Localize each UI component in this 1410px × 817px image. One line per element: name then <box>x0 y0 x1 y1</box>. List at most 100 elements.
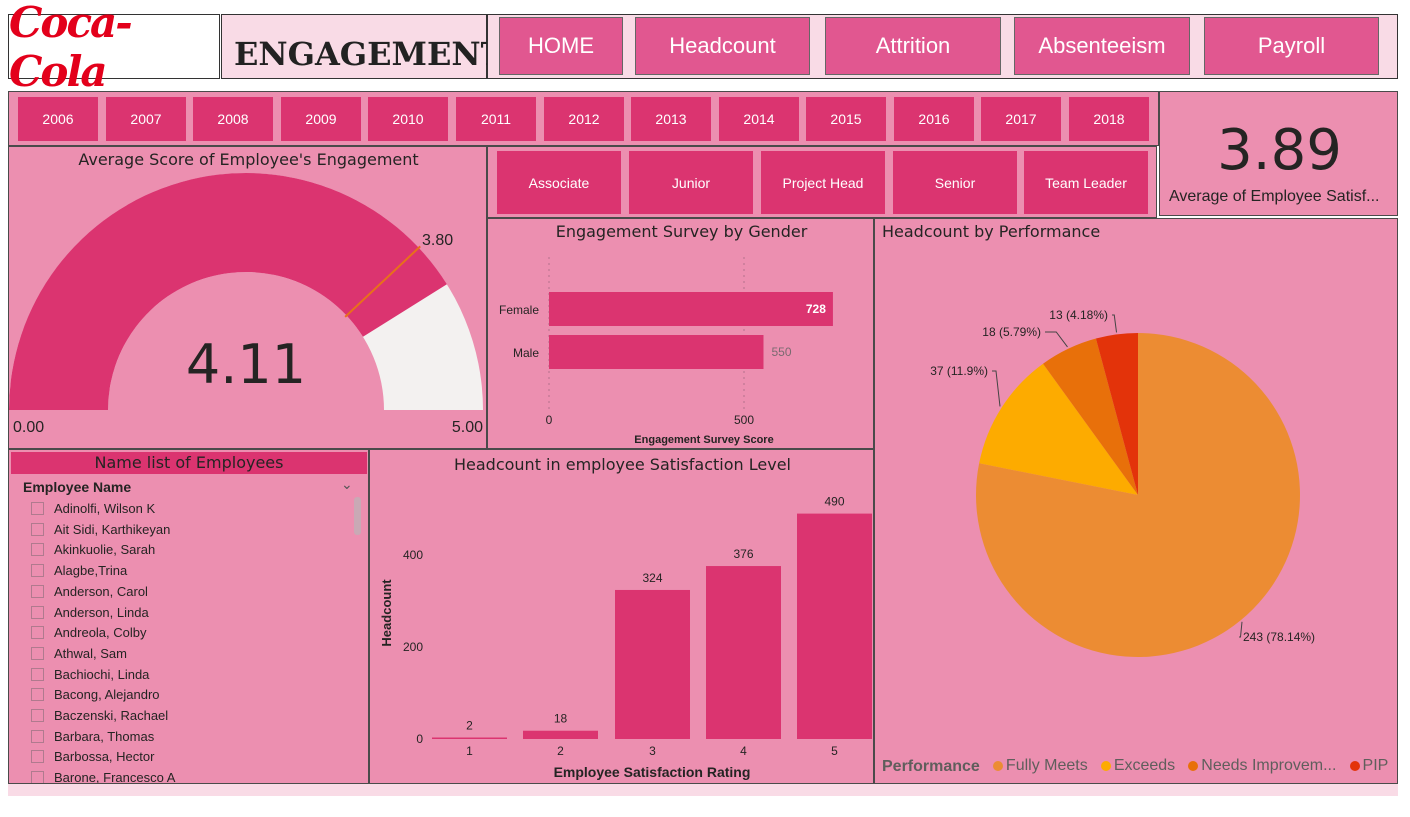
satisfaction-bar[interactable] <box>523 730 598 739</box>
checkbox-icon[interactable] <box>31 750 44 764</box>
satisfaction-bar-value-label: 376 <box>733 547 753 561</box>
role-button-project-head[interactable]: Project Head <box>761 151 885 214</box>
checkbox-icon[interactable] <box>31 522 44 536</box>
checkbox-icon[interactable] <box>31 771 44 783</box>
pie-legend: Performance Fully Meets Exceeds Needs Im… <box>882 756 1388 776</box>
gauge-max-label: 5.00 <box>452 419 483 436</box>
employee-list-item[interactable]: Bachiochi, Linda <box>31 667 149 682</box>
gender-chart-title: Engagement Survey by Gender <box>555 222 808 241</box>
checkbox-icon[interactable] <box>31 646 44 660</box>
checkbox-icon[interactable] <box>31 709 44 722</box>
nav-home-button[interactable]: HOME <box>499 17 623 75</box>
year-button-2017[interactable]: 2017 <box>981 97 1061 141</box>
pie-leader-line <box>992 370 1001 407</box>
page-title-box: ENGAGEMENT <box>221 14 504 79</box>
satisfaction-category-label: 2 <box>557 744 564 758</box>
gender-chart-panel: Engagement Survey by Gender Female Male … <box>487 218 874 449</box>
satisfaction-category-label: 5 <box>831 744 838 758</box>
year-button-2010[interactable]: 2010 <box>368 97 448 141</box>
pie-slice[interactable] <box>1095 333 1138 495</box>
role-button-team-leader[interactable]: Team Leader <box>1024 151 1148 214</box>
nav-headcount-button[interactable]: Headcount <box>635 17 810 75</box>
gender-bar[interactable] <box>549 292 833 326</box>
year-button-2009[interactable]: 2009 <box>281 97 361 141</box>
employee-list-item[interactable]: Baczenski, Rachael <box>31 708 168 723</box>
satisfaction-chart-title: Headcount in employee Satisfaction Level <box>453 455 791 474</box>
checkbox-icon[interactable] <box>31 667 44 681</box>
sat-x-axis-title: Employee Satisfaction Rating <box>554 764 751 780</box>
checkbox-icon[interactable] <box>31 584 44 598</box>
employee-list-item[interactable]: Andreola, Colby <box>31 625 147 640</box>
pie-slice[interactable] <box>979 363 1138 495</box>
year-button-2015[interactable]: 2015 <box>806 97 886 141</box>
legend-dot-icon <box>1349 761 1360 771</box>
role-button-junior[interactable]: Junior <box>629 151 753 214</box>
checkbox-icon[interactable] <box>31 688 44 702</box>
employee-list-item[interactable]: Anderson, Linda <box>31 605 149 620</box>
employee-name-label: Alagbe,Trina <box>54 563 128 579</box>
employee-list-item[interactable]: Ait Sidi, Karthikeyan <box>31 522 170 537</box>
gender-x-axis-title: Engagement Survey Score <box>634 434 773 446</box>
legend-item-fully-meets[interactable]: Fully Meets <box>992 757 1088 775</box>
sat-ytick-label: 400 <box>403 548 423 562</box>
checkbox-icon[interactable] <box>31 605 44 619</box>
role-button-senior[interactable]: Senior <box>893 151 1017 214</box>
nav-attrition-button[interactable]: Attrition <box>825 17 1001 75</box>
gender-bar-chart: Female Male 0 500 Engagement Survey Scor… <box>499 257 833 446</box>
employee-list-item[interactable]: Barbossa, Hector <box>31 749 154 764</box>
legend-item-needs-improvement[interactable]: Needs Improvem... <box>1188 757 1336 775</box>
year-button-2013[interactable]: 2013 <box>631 97 711 141</box>
satisfaction-category-label: 3 <box>649 744 656 758</box>
checkbox-icon[interactable] <box>31 564 44 578</box>
legend-item-pip[interactable]: PIP <box>1349 757 1389 775</box>
employee-list-item[interactable]: Adinolfi, Wilson K <box>31 501 155 516</box>
nav-absenteeism-button[interactable]: Absenteeism <box>1014 17 1190 75</box>
employee-list-item[interactable]: Bacong, Alejandro <box>31 687 160 702</box>
year-button-2012[interactable]: 2012 <box>544 97 624 141</box>
legend-item-exceeds[interactable]: Exceeds <box>1100 757 1175 775</box>
gauge-target-line <box>344 245 421 318</box>
satisfaction-bar[interactable] <box>797 513 872 739</box>
year-button-2006[interactable]: 2006 <box>18 97 98 141</box>
employee-list-item[interactable]: Barbara, Thomas <box>31 729 154 744</box>
sat-y-axis-title: Headcount <box>379 579 394 647</box>
satisfaction-bar[interactable] <box>615 589 690 739</box>
legend-label: Fully Meets <box>1005 757 1088 774</box>
checkbox-icon[interactable] <box>31 543 44 557</box>
satisfaction-bar[interactable] <box>432 737 507 740</box>
employee-list-item[interactable]: Athwal, Sam <box>31 646 127 661</box>
year-button-2014[interactable]: 2014 <box>719 97 799 141</box>
employee-list-title: Name list of Employees <box>11 452 367 474</box>
employee-list-header: Employee Name <box>23 479 132 495</box>
pie-leader-line <box>1239 621 1243 638</box>
gender-bar[interactable] <box>549 335 764 369</box>
checkbox-icon[interactable] <box>31 626 44 640</box>
employee-name-label: Andreola, Colby <box>54 625 147 641</box>
legend-label: PIP <box>1362 757 1389 774</box>
year-button-2007[interactable]: 2007 <box>106 97 186 141</box>
year-button-2016[interactable]: 2016 <box>894 97 974 141</box>
legend-label: Needs Improvem... <box>1201 757 1337 774</box>
employee-list-item[interactable]: Anderson, Carol <box>31 584 148 599</box>
chevron-down-icon[interactable]: ⌄ <box>341 477 353 493</box>
employee-list-item[interactable]: Alagbe,Trina <box>31 563 127 578</box>
employee-list-item[interactable]: Barone, Francesco A <box>31 770 175 783</box>
engagement-gauge-panel: Average Score of Employee's Engagement 4… <box>8 146 487 449</box>
employee-name-label: Akinkuolie, Sarah <box>54 542 156 558</box>
year-button-2008[interactable]: 2008 <box>193 97 273 141</box>
pie-data-label: 243 (78.14%) <box>1243 630 1315 644</box>
employee-name-label: Athwal, Sam <box>54 645 127 661</box>
role-button-associate[interactable]: Associate <box>497 151 621 214</box>
year-button-2018[interactable]: 2018 <box>1069 97 1149 141</box>
pie-leader-line <box>1045 331 1068 348</box>
pie-slice[interactable] <box>1043 338 1138 495</box>
checkbox-icon[interactable] <box>31 729 44 743</box>
year-button-2011[interactable]: 2011 <box>456 97 536 141</box>
satisfaction-bar[interactable] <box>706 566 781 739</box>
nav-payroll-button[interactable]: Payroll <box>1204 17 1379 75</box>
checkbox-icon[interactable] <box>31 502 44 515</box>
employee-name-label: Bachiochi, Linda <box>54 666 150 682</box>
employee-list-item[interactable]: Akinkuolie, Sarah <box>31 542 155 557</box>
kpi-value: 3.89 <box>1217 118 1342 183</box>
list-scrollbar[interactable] <box>354 497 361 535</box>
